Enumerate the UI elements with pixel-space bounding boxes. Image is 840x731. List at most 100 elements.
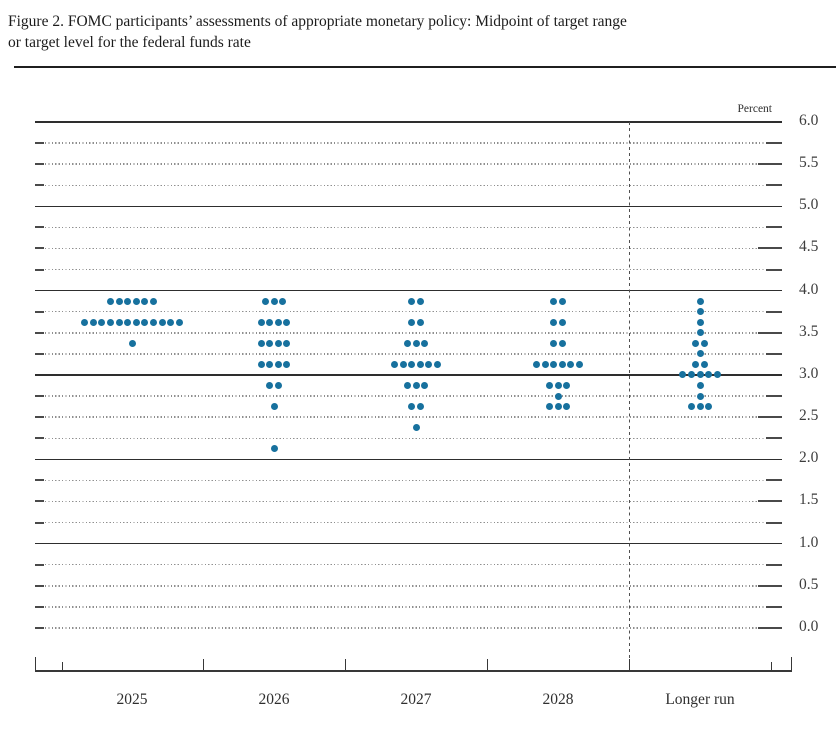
projection-dot xyxy=(132,318,140,326)
minor-gridline xyxy=(45,395,782,397)
x-axis-boundary-tick xyxy=(629,659,631,670)
major-gridline xyxy=(35,121,782,123)
right-tick-dash xyxy=(758,500,782,503)
x-axis-label: 2028 xyxy=(542,691,574,708)
y-axis-tick-label: 0.0 xyxy=(799,617,819,635)
left-tick-dash xyxy=(35,310,44,313)
projection-dot xyxy=(700,339,708,347)
minor-gridline xyxy=(45,142,782,144)
right-tick-dash xyxy=(766,437,782,440)
left-tick-dash xyxy=(35,226,44,229)
y-axis-tick-label: 1.5 xyxy=(799,491,819,509)
left-tick-dash xyxy=(35,352,44,355)
projection-dot xyxy=(687,371,695,379)
right-tick-dash xyxy=(766,479,782,482)
projection-dot xyxy=(266,339,274,347)
left-tick-dash xyxy=(35,500,44,503)
projection-dot xyxy=(416,297,424,305)
y-axis-tick-label: 5.5 xyxy=(799,154,819,172)
right-tick-dash xyxy=(766,142,782,145)
minor-gridline xyxy=(45,163,782,165)
minor-gridline xyxy=(45,416,782,418)
x-axis-label: Longer run xyxy=(665,691,735,708)
projection-dot xyxy=(425,360,433,368)
left-tick-dash xyxy=(35,331,44,334)
projection-dot xyxy=(550,318,558,326)
projection-dot xyxy=(563,403,571,411)
right-tick-dash xyxy=(758,163,782,166)
projection-dot xyxy=(257,360,265,368)
projection-dot xyxy=(412,424,420,432)
projection-dot xyxy=(696,297,704,305)
projection-dot xyxy=(705,403,713,411)
projection-dot xyxy=(408,360,416,368)
minor-gridline xyxy=(45,479,782,482)
projection-dot xyxy=(576,360,583,368)
projection-dot xyxy=(81,318,89,326)
projection-dot xyxy=(403,382,411,390)
left-tick-dash xyxy=(35,142,44,145)
figure-title-line2: or target level for the federal funds ra… xyxy=(8,34,251,51)
projection-dot xyxy=(545,403,553,411)
major-gridline xyxy=(35,542,782,545)
y-axis-tick-label: 1.0 xyxy=(799,533,819,551)
projection-dot xyxy=(261,297,269,305)
projection-dot xyxy=(274,360,282,368)
projection-dot xyxy=(403,339,411,347)
projection-dot xyxy=(128,339,136,347)
projection-dot xyxy=(279,297,287,305)
major-gridline xyxy=(35,458,782,461)
projection-dot xyxy=(550,360,558,368)
projection-dot xyxy=(696,350,704,358)
minor-gridline xyxy=(45,226,782,229)
right-tick-dash xyxy=(766,184,782,187)
projection-dot xyxy=(257,339,265,347)
projection-dot xyxy=(167,318,175,326)
projection-dot xyxy=(550,297,558,305)
left-tick-dash xyxy=(35,521,44,524)
projection-dot xyxy=(713,371,721,379)
projection-dot xyxy=(412,382,420,390)
projection-dot xyxy=(533,360,540,368)
minor-gridline xyxy=(45,332,782,334)
minor-gridline xyxy=(45,500,782,503)
right-tick-dash xyxy=(766,268,782,271)
projection-dot xyxy=(434,360,441,368)
projection-dot xyxy=(175,318,183,326)
projection-dot xyxy=(270,403,278,411)
projection-dot xyxy=(408,297,416,305)
projection-dot xyxy=(98,318,106,326)
projection-dot xyxy=(408,318,416,326)
right-tick-dash xyxy=(766,226,782,229)
projection-dot xyxy=(158,318,166,326)
x-axis-minor-tick xyxy=(771,662,773,670)
projection-dot xyxy=(124,297,132,305)
x-axis-baseline xyxy=(35,670,792,672)
projection-dot xyxy=(115,297,123,305)
projection-dot xyxy=(696,318,704,326)
x-axis-label: 2025 xyxy=(116,691,148,708)
projection-dot xyxy=(692,339,700,347)
y-axis-tick-label: 4.5 xyxy=(799,238,819,256)
right-tick-dash xyxy=(758,247,782,250)
projection-dot xyxy=(274,339,282,347)
left-tick-dash xyxy=(35,184,44,187)
projection-dot xyxy=(563,382,571,390)
projection-dot xyxy=(700,360,708,368)
right-tick-dash xyxy=(766,605,782,608)
right-tick-dash xyxy=(766,521,782,524)
projection-dot xyxy=(545,382,553,390)
y-axis-tick-label: 2.5 xyxy=(799,407,819,425)
projection-dot xyxy=(554,382,562,390)
right-tick-dash xyxy=(758,626,782,629)
projection-dot xyxy=(283,339,291,347)
projection-dot xyxy=(150,318,157,326)
right-tick-dash xyxy=(758,416,782,419)
projection-dot xyxy=(266,360,274,368)
projection-dot xyxy=(124,318,132,326)
projection-dot xyxy=(274,382,282,390)
left-tick-dash xyxy=(35,416,44,419)
projection-dot xyxy=(257,318,265,326)
minor-gridline xyxy=(45,437,782,439)
left-tick-dash xyxy=(35,626,44,629)
